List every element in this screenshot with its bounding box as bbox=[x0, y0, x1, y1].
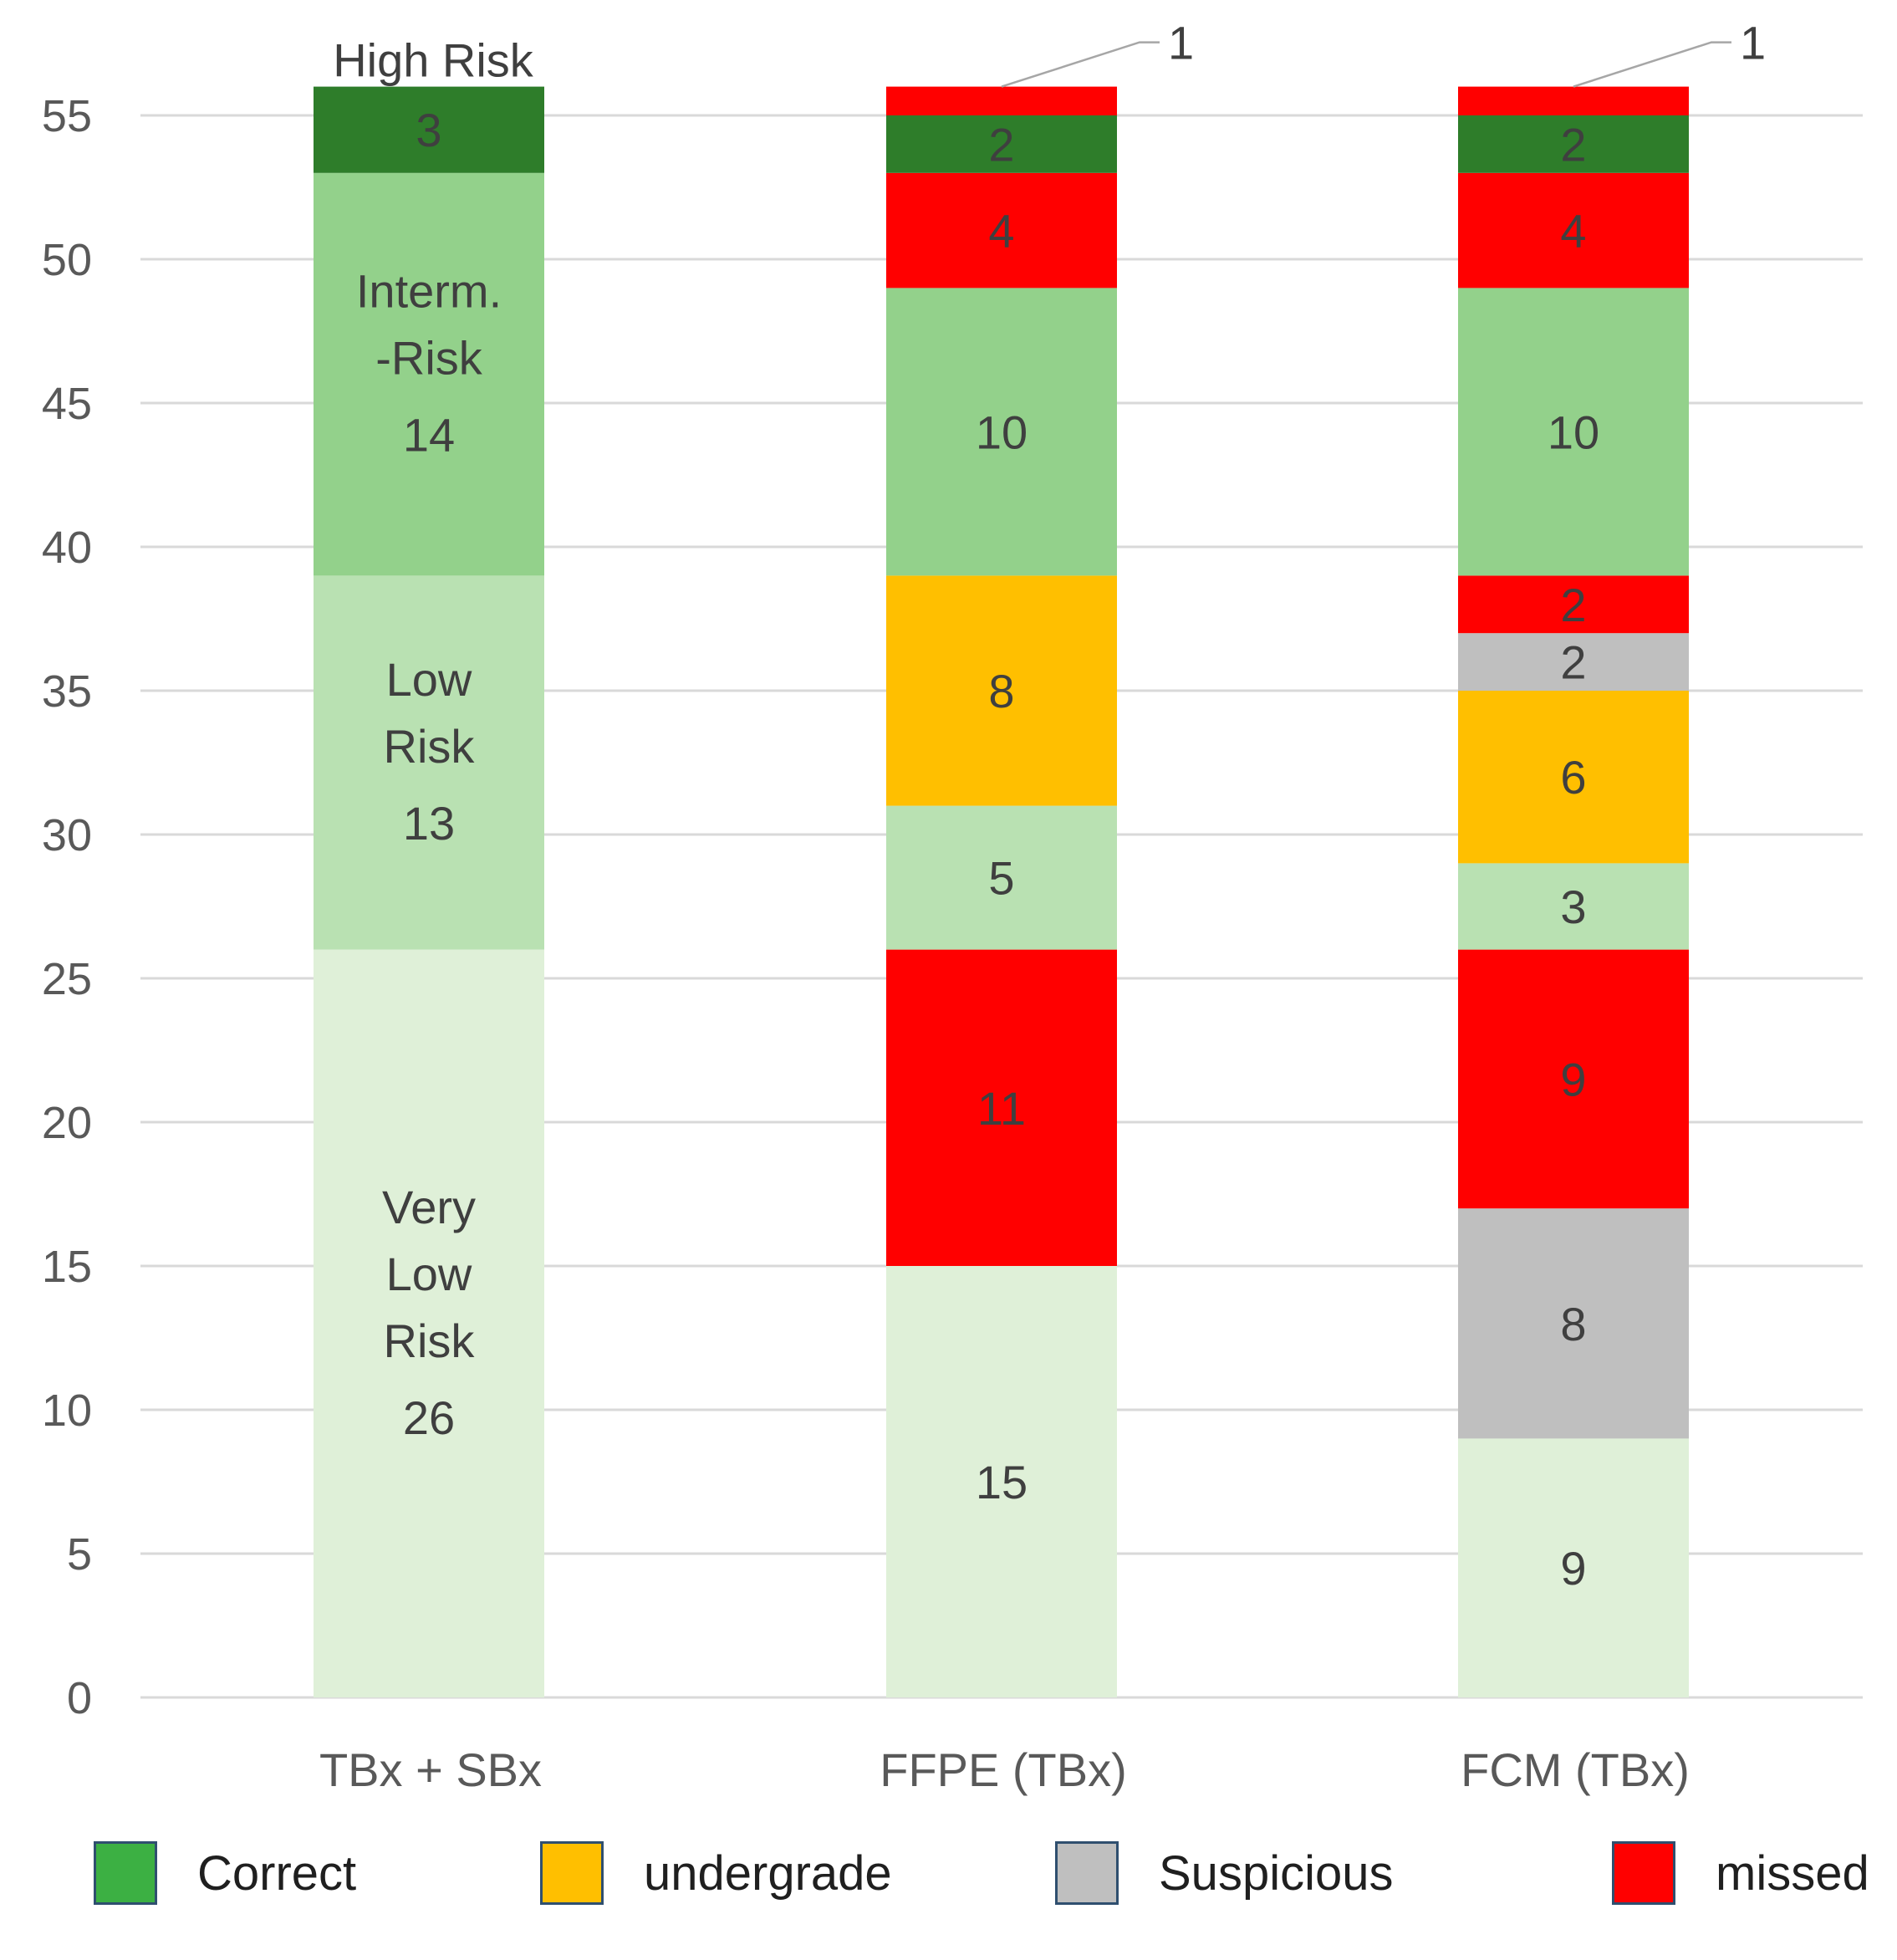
legend-label-correct: Correct bbox=[197, 1845, 357, 1901]
segment-label-tbx-sbx-1: 13 bbox=[403, 797, 455, 850]
legend-item-undergrade: undergrade bbox=[540, 1831, 892, 1915]
legend-item-suspicious: Suspicious bbox=[1055, 1831, 1393, 1915]
bar-top-text-tbx-sbx: High Risk bbox=[333, 34, 534, 87]
segment-label-fcm-tbx-8: 4 bbox=[1560, 205, 1586, 258]
bar-segment-fcm-tbx-1 bbox=[1458, 1208, 1689, 1439]
legend-swatch-correct bbox=[94, 1841, 157, 1905]
segment-label-ffpe-tbx-1: 11 bbox=[977, 1082, 1026, 1135]
x-tick-label-fcm-tbx: FCM (TBx) bbox=[1461, 1743, 1690, 1796]
x-axis-tick-labels: TBx + SBx FFPE (TBx) FCM (TBx) bbox=[319, 1743, 1690, 1796]
segment-text-tbx-sbx-2-0: Interm. bbox=[356, 265, 502, 318]
segment-label-ffpe-tbx-6: 2 bbox=[988, 118, 1014, 171]
x-tick-label-ffpe-tbx: FFPE (TBx) bbox=[880, 1743, 1127, 1796]
segment-label-ffpe-tbx-3: 8 bbox=[988, 665, 1014, 717]
y-tick-label-20: 20 bbox=[42, 1098, 92, 1148]
segment-label-tbx-sbx-3: 3 bbox=[416, 104, 441, 156]
bar-segment-ffpe-tbx-6 bbox=[886, 115, 1117, 173]
segment-label-tbx-sbx-2: 14 bbox=[403, 409, 455, 462]
segment-label-ffpe-tbx-0: 15 bbox=[976, 1456, 1028, 1508]
x-tick-label-tbx-sbx: TBx + SBx bbox=[319, 1743, 542, 1796]
y-tick-label-25: 25 bbox=[42, 954, 92, 1004]
legend: Correct undergrade Suspicious missed bbox=[0, 1831, 1897, 1932]
segment-label-fcm-tbx-4: 6 bbox=[1560, 751, 1586, 804]
callout-label-fcm-tbx: 1 bbox=[1740, 17, 1766, 69]
bar-segment-fcm-tbx-0 bbox=[1458, 1438, 1689, 1697]
segment-text-tbx-sbx-0-1: Low bbox=[386, 1248, 472, 1300]
bar-segment-ffpe-tbx-0 bbox=[886, 1266, 1117, 1697]
bar-segment-ffpe-tbx-3 bbox=[886, 575, 1117, 806]
legend-swatch-missed bbox=[1612, 1841, 1675, 1905]
bar-segment-ffpe-tbx-5 bbox=[886, 172, 1117, 288]
y-tick-label-0: 0 bbox=[67, 1673, 92, 1723]
callout-label-ffpe-tbx: 1 bbox=[1168, 17, 1194, 69]
legend-item-correct: Correct bbox=[94, 1831, 356, 1915]
segment-label-fcm-tbx-3: 3 bbox=[1560, 880, 1586, 933]
bar-segment-ffpe-tbx-7 bbox=[886, 86, 1117, 115]
segment-text-tbx-sbx-0-2: Risk bbox=[384, 1314, 476, 1367]
bar-segment-fcm-tbx-4 bbox=[1458, 691, 1689, 864]
callout-line-fcm-tbx bbox=[1573, 41, 1731, 88]
bar-segment-fcm-tbx-8 bbox=[1458, 172, 1689, 288]
segment-text-tbx-sbx-1-0: Low bbox=[386, 653, 472, 706]
bar-segment-ffpe-tbx-4 bbox=[886, 288, 1117, 576]
y-tick-label-10: 10 bbox=[42, 1386, 92, 1436]
segment-label-fcm-tbx-7: 10 bbox=[1548, 406, 1599, 458]
legend-item-missed: missed bbox=[1612, 1831, 1869, 1915]
segment-label-tbx-sbx-0: 26 bbox=[403, 1391, 455, 1444]
bar-segment-fcm-tbx-7 bbox=[1458, 288, 1689, 576]
bar-segment-fcm-tbx-9 bbox=[1458, 115, 1689, 173]
segment-label-fcm-tbx-0: 9 bbox=[1560, 1542, 1586, 1595]
segment-text-tbx-sbx-1-1: Risk bbox=[384, 720, 476, 773]
y-tick-label-50: 50 bbox=[42, 235, 92, 285]
y-axis-tick-labels: 0 5 10 15 20 25 30 35 40 45 50 55 bbox=[42, 91, 92, 1723]
legend-label-suspicious: Suspicious bbox=[1159, 1845, 1394, 1901]
legend-label-missed: missed bbox=[1716, 1845, 1869, 1901]
bar-segment-tbx-sbx-2 bbox=[314, 172, 544, 576]
segment-label-fcm-tbx-2: 9 bbox=[1560, 1053, 1586, 1105]
segment-label-fcm-tbx-6: 2 bbox=[1560, 579, 1586, 631]
segment-label-fcm-tbx-9: 2 bbox=[1560, 118, 1586, 171]
y-tick-label-40: 40 bbox=[42, 523, 92, 573]
legend-swatch-undergrade bbox=[540, 1841, 604, 1905]
y-tick-label-45: 45 bbox=[42, 379, 92, 429]
segment-label-fcm-tbx-1: 8 bbox=[1560, 1298, 1586, 1350]
segment-label-ffpe-tbx-2: 5 bbox=[988, 852, 1014, 905]
segment-label-ffpe-tbx-4: 10 bbox=[976, 406, 1028, 458]
legend-swatch-suspicious bbox=[1055, 1841, 1119, 1905]
y-tick-label-5: 5 bbox=[67, 1529, 92, 1580]
bar-segment-tbx-sbx-1 bbox=[314, 575, 544, 950]
bar-segment-tbx-sbx-0 bbox=[314, 949, 544, 1697]
segment-text-tbx-sbx-2-1: -Risk bbox=[375, 332, 483, 385]
bar-segment-fcm-tbx-3 bbox=[1458, 863, 1689, 950]
segment-text-tbx-sbx-0-0: Very bbox=[382, 1181, 476, 1233]
bar-segment-fcm-tbx-5 bbox=[1458, 633, 1689, 691]
segment-label-ffpe-tbx-5: 4 bbox=[988, 205, 1014, 258]
bar-segment-ffpe-tbx-1 bbox=[886, 949, 1117, 1266]
segment-label-fcm-tbx-5: 2 bbox=[1560, 636, 1586, 689]
bar-segment-fcm-tbx-2 bbox=[1458, 949, 1689, 1209]
y-tick-label-35: 35 bbox=[42, 666, 92, 717]
y-tick-label-15: 15 bbox=[42, 1242, 92, 1292]
bar-segment-fcm-tbx-10 bbox=[1458, 86, 1689, 115]
callout-line-ffpe-tbx bbox=[1001, 41, 1160, 88]
y-tick-label-55: 55 bbox=[42, 91, 92, 141]
bar-segment-tbx-sbx-3 bbox=[314, 86, 544, 173]
bar-segment-ffpe-tbx-2 bbox=[886, 805, 1117, 950]
bars bbox=[314, 86, 1689, 1697]
y-tick-label-30: 30 bbox=[42, 810, 92, 860]
segment-labels: VeryLowRisk26LowRisk13Interm.-Risk143Hig… bbox=[333, 17, 1766, 1595]
legend-label-undergrade: undergrade bbox=[644, 1845, 892, 1901]
bar-segment-fcm-tbx-6 bbox=[1458, 575, 1689, 634]
